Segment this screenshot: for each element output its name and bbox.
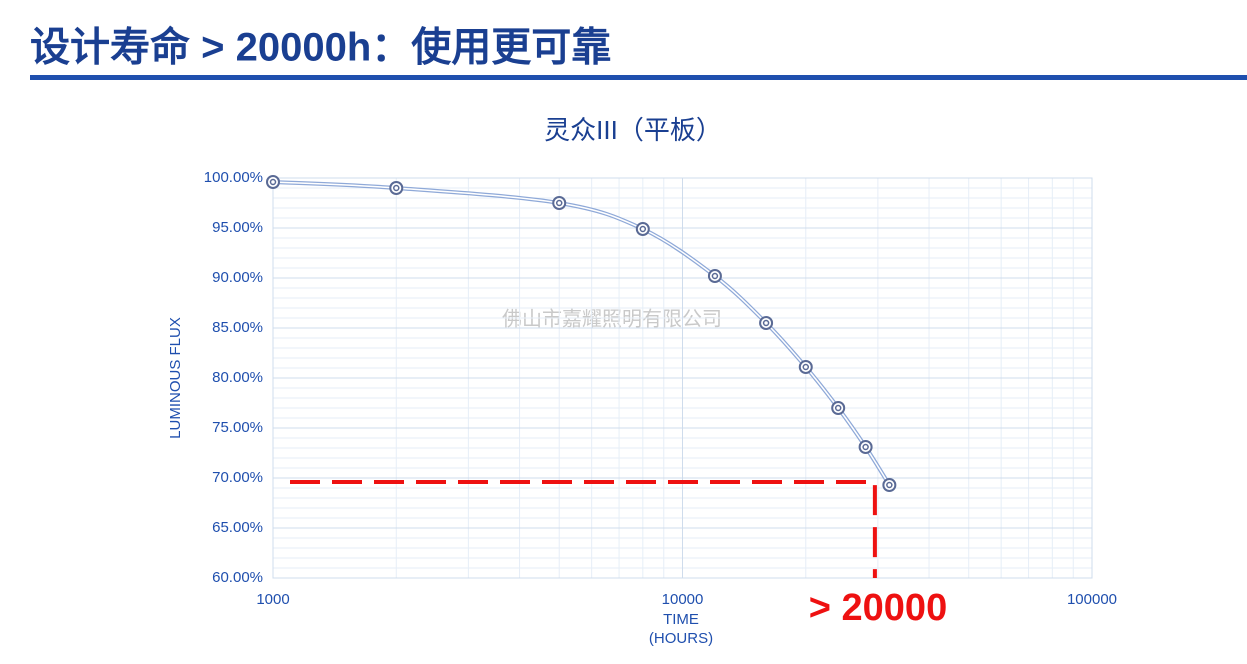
- marker-dot: [802, 363, 810, 371]
- line-inner: [272, 181, 890, 486]
- y-tick-label: 70.00%: [212, 469, 263, 486]
- x-tick-label: 10000: [662, 591, 704, 608]
- marker-dot: [393, 184, 400, 192]
- y-tick-label: 65.00%: [212, 519, 263, 536]
- marker-dot: [555, 199, 563, 207]
- reference-label: > 20000: [809, 587, 947, 629]
- y-tick-label: 95.00%: [212, 219, 263, 236]
- y-tick-label: 85.00%: [212, 319, 263, 336]
- reference-line: [290, 480, 877, 578]
- y-tick-label: 80.00%: [212, 369, 263, 386]
- plot-border: [272, 177, 1093, 579]
- x-tick-label: 1000: [256, 591, 289, 608]
- x-tick-label: 100000: [1067, 591, 1117, 608]
- watermark: 佛山市嘉耀照明有限公司: [502, 307, 722, 330]
- x-axis-label: TIME: [663, 611, 699, 628]
- y-axis-label: LUMINOUS FLUX: [167, 317, 184, 439]
- marker-dot: [639, 225, 647, 233]
- marker-dot: [269, 178, 277, 186]
- line: [272, 180, 892, 487]
- marker-dot: [834, 404, 842, 412]
- title-underline: [30, 75, 1247, 80]
- y-tick-label: 90.00%: [212, 269, 263, 286]
- marker-dot: [762, 319, 770, 327]
- y-tick-label: 100.00%: [204, 169, 263, 186]
- y-tick-label: 60.00%: [212, 569, 263, 586]
- y-tick-label: 75.00%: [212, 419, 263, 436]
- marker-dot: [886, 481, 893, 489]
- chart-title: 灵众III（平板）: [544, 115, 722, 145]
- marker-dot: [862, 443, 869, 451]
- slide-title: 设计寿命 > 20000h：使用更可靠: [30, 25, 611, 70]
- x-axis-label: (HOURS): [649, 630, 713, 647]
- marker-dot: [711, 272, 719, 280]
